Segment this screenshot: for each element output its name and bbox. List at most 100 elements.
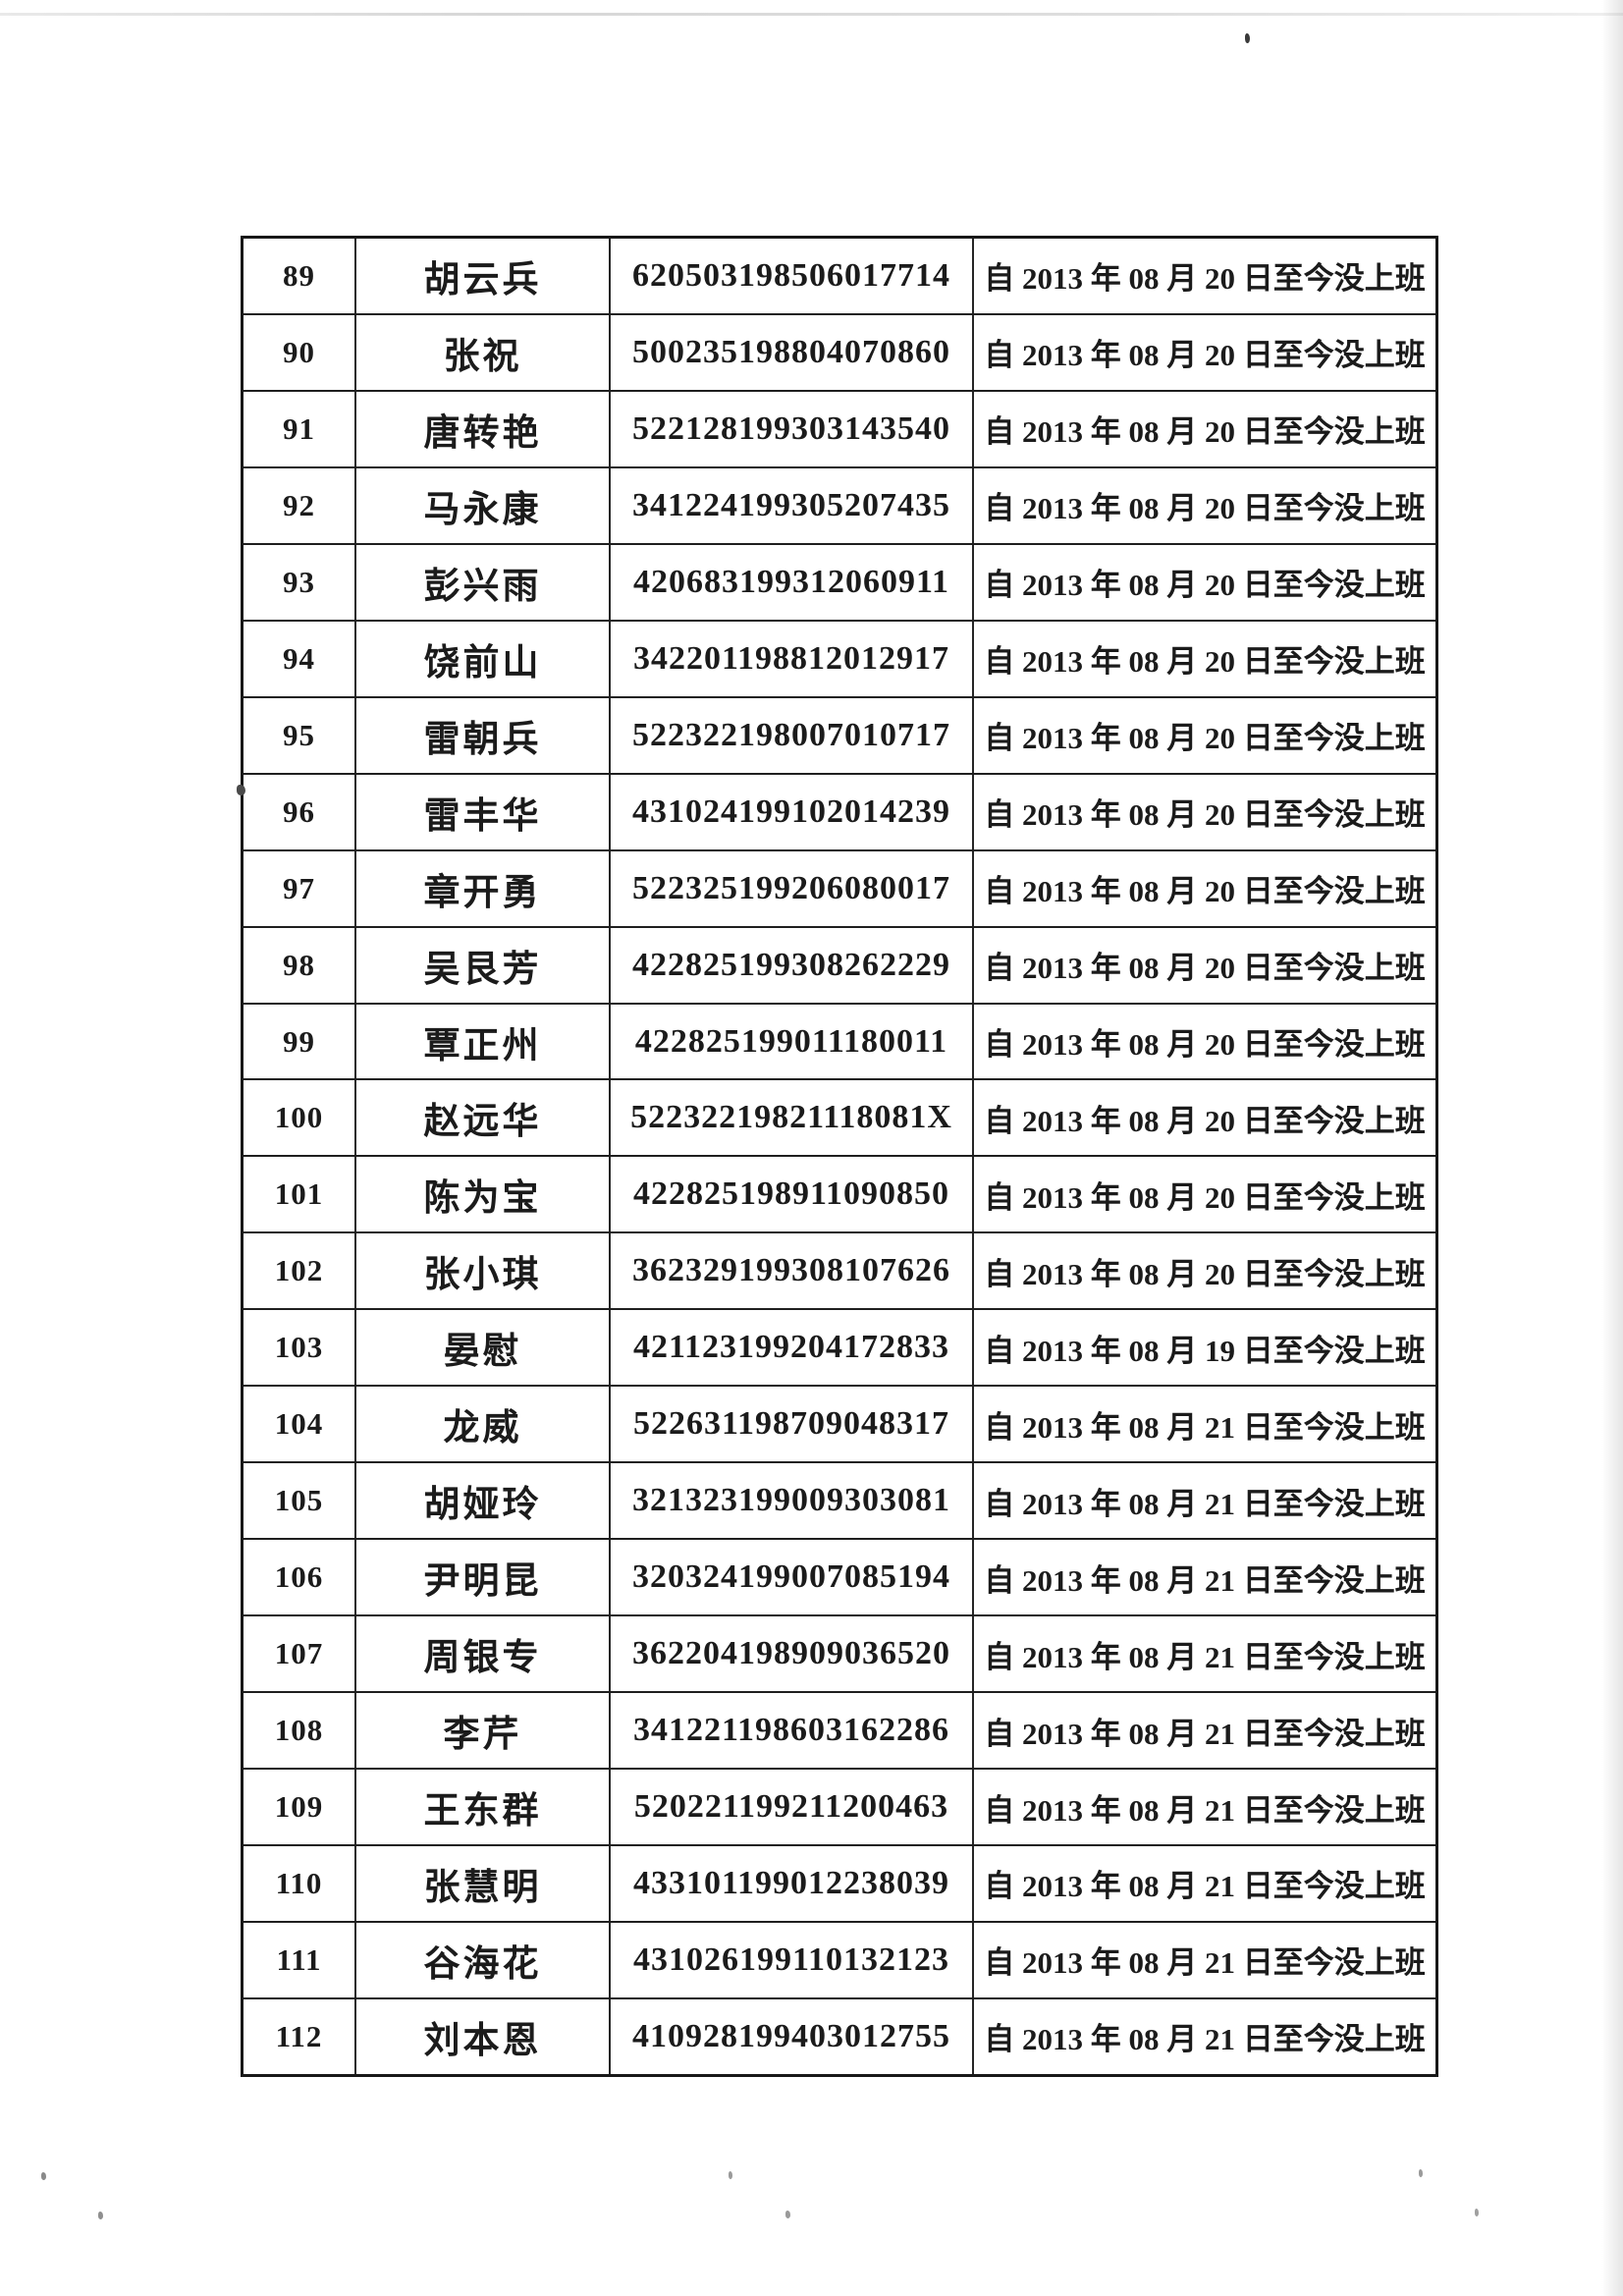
name-cell: 张祝 [356,314,611,390]
status-cell: 自 2013 年 08 月 20 日至今没上班 [984,721,1426,756]
id-cell: 422825199011180011 [611,1004,974,1079]
name-cell: 章开勇 [356,850,611,926]
status-cell: 自 2013 年 08 月 20 日至今没上班 [984,1256,1426,1291]
status-cell: 自 2013 年 08 月 20 日至今没上班 [984,338,1426,373]
table-row: 96 雷丰华 431024199102014239 自 2013 年 08 月 20 … [243,774,1435,851]
id-cell: 522631198709048317 [611,1387,974,1462]
table-row: 104 龙威 522631198709048317 自 2013 年 08 月 21 … [243,1387,1435,1464]
index-cell: 112 [243,1998,356,2074]
id-cell: 410928199403012755 [611,1998,974,2074]
scan-speck [1419,2169,1423,2177]
name-cell: 陈为宝 [356,1157,611,1232]
name-cell: 唐转艳 [356,391,611,466]
status-cell: 自 2013 年 08 月 20 日至今没上班 [984,1027,1426,1062]
name-cell: 胡云兵 [356,239,611,313]
name-cell: 谷海花 [356,1922,611,1997]
index-cell: 89 [243,239,356,313]
id-cell: 433101199012238039 [611,1846,974,1921]
table-row: 107 周银专 362204198909036520 自 2013 年 08 月 21… [243,1616,1435,1694]
index-cell: 99 [243,1004,356,1079]
scan-edge-shadow [1601,0,1623,2296]
table-row: 105 胡娅玲 321323199009303081 自 2013 年 08 月 21… [243,1463,1435,1541]
id-cell: 321323199009303081 [611,1463,974,1539]
table-row: 102 张小琪 362329199308107626 自 2013 年 08 月 20… [243,1233,1435,1311]
status-cell: 自 2013 年 08 月 20 日至今没上班 [984,1103,1426,1138]
table-row: 106 尹明昆 320324199007085194 自 2013 年 08 月 21… [243,1540,1435,1617]
status-cell: 自 2013 年 08 月 21 日至今没上班 [984,1945,1426,1981]
status-cell: 自 2013 年 08 月 20 日至今没上班 [984,874,1426,909]
id-cell: 342201198812012917 [611,621,974,696]
name-cell: 赵远华 [356,1080,611,1156]
scan-speck [41,2172,46,2180]
id-cell: 420683199312060911 [611,544,974,620]
status-cell: 自 2013 年 08 月 21 日至今没上班 [984,1639,1426,1674]
id-cell: 500235198804070860 [611,314,974,390]
index-cell: 109 [243,1770,356,1845]
index-cell: 102 [243,1233,356,1309]
table-row: 100 赵远华 52232219821118081X 自 2013 年 08 月 20… [243,1080,1435,1158]
id-cell: 341224199305207435 [611,467,974,543]
id-cell: 422825199308262229 [611,927,974,1003]
id-cell: 422825198911090850 [611,1157,974,1232]
scan-edge-line [0,13,1623,16]
name-cell: 张小琪 [356,1233,611,1309]
status-cell: 自 2013 年 08 月 21 日至今没上班 [984,1486,1426,1521]
index-cell: 92 [243,467,356,543]
index-cell: 94 [243,621,356,696]
table-row: 99 覃正州 422825199011180011 自 2013 年 08 月 20 … [243,1004,1435,1081]
index-cell: 101 [243,1157,356,1232]
scan-speck [729,2171,732,2179]
scan-speck [1475,2209,1479,2216]
name-cell: 尹明昆 [356,1540,611,1615]
table-row: 110 张慧明 433101199012238039 自 2013 年 08 月 21… [243,1846,1435,1923]
status-cell: 自 2013 年 08 月 21 日至今没上班 [984,1409,1426,1445]
index-cell: 96 [243,774,356,849]
table-row: 97 章开勇 522325199206080017 自 2013 年 08 月 20 … [243,850,1435,928]
name-cell: 马永康 [356,467,611,543]
name-cell: 刘本恩 [356,1998,611,2074]
status-cell: 自 2013 年 08 月 20 日至今没上班 [984,414,1426,450]
status-cell: 自 2013 年 08 月 20 日至今没上班 [984,1179,1426,1215]
index-cell: 90 [243,314,356,390]
index-cell: 98 [243,927,356,1003]
table-row: 103 晏慰 421123199204172833 自 2013 年 08 月 19 … [243,1310,1435,1388]
id-cell: 522325199206080017 [611,850,974,926]
status-cell: 自 2013 年 08 月 19 日至今没上班 [984,1333,1426,1368]
table-row: 101 陈为宝 422825198911090850 自 2013 年 08 月 20… [243,1157,1435,1234]
index-cell: 105 [243,1463,356,1539]
id-cell: 431026199110132123 [611,1922,974,1997]
name-cell: 胡娅玲 [356,1463,611,1539]
id-cell: 52232219821118081X [611,1080,974,1156]
id-cell: 520221199211200463 [611,1770,974,1845]
table-row: 93 彭兴雨 420683199312060911 自 2013 年 08 月 20 … [243,544,1435,622]
scan-speck [237,785,245,795]
name-cell: 雷丰华 [356,774,611,849]
status-cell: 自 2013 年 08 月 20 日至今没上班 [984,261,1426,297]
scan-speck [98,2212,103,2219]
name-cell: 晏慰 [356,1310,611,1386]
id-cell: 522128199303143540 [611,391,974,466]
name-cell: 周银专 [356,1616,611,1692]
table-row: 92 马永康 341224199305207435 自 2013 年 08 月 20 … [243,467,1435,545]
status-cell: 自 2013 年 08 月 21 日至今没上班 [984,1869,1426,1904]
id-cell: 341221198603162286 [611,1693,974,1769]
table-row: 89 胡云兵 620503198506017714 自 2013 年 08 月 20 … [243,239,1435,315]
table-row: 109 王东群 520221199211200463 自 2013 年 08 月 21… [243,1770,1435,1847]
id-cell: 431024199102014239 [611,774,974,849]
status-cell: 自 2013 年 08 月 20 日至今没上班 [984,568,1426,603]
index-cell: 93 [243,544,356,620]
table-row: 112 刘本恩 410928199403012755 自 2013 年 08 月 21… [243,1998,1435,2074]
status-cell: 自 2013 年 08 月 20 日至今没上班 [984,491,1426,526]
table-row: 95 雷朝兵 522322198007010717 自 2013 年 08 月 20 … [243,697,1435,775]
status-cell: 自 2013 年 08 月 21 日至今没上班 [984,2022,1426,2057]
scan-speck [1245,33,1250,43]
scan-speck [785,2211,790,2218]
name-cell: 吴艮芳 [356,927,611,1003]
index-cell: 111 [243,1922,356,1997]
table-row: 98 吴艮芳 422825199308262229 自 2013 年 08 月 20 … [243,927,1435,1005]
id-cell: 522322198007010717 [611,697,974,773]
index-cell: 110 [243,1846,356,1921]
index-cell: 91 [243,391,356,466]
table-row: 108 李芹 341221198603162286 自 2013 年 08 月 21 … [243,1693,1435,1771]
